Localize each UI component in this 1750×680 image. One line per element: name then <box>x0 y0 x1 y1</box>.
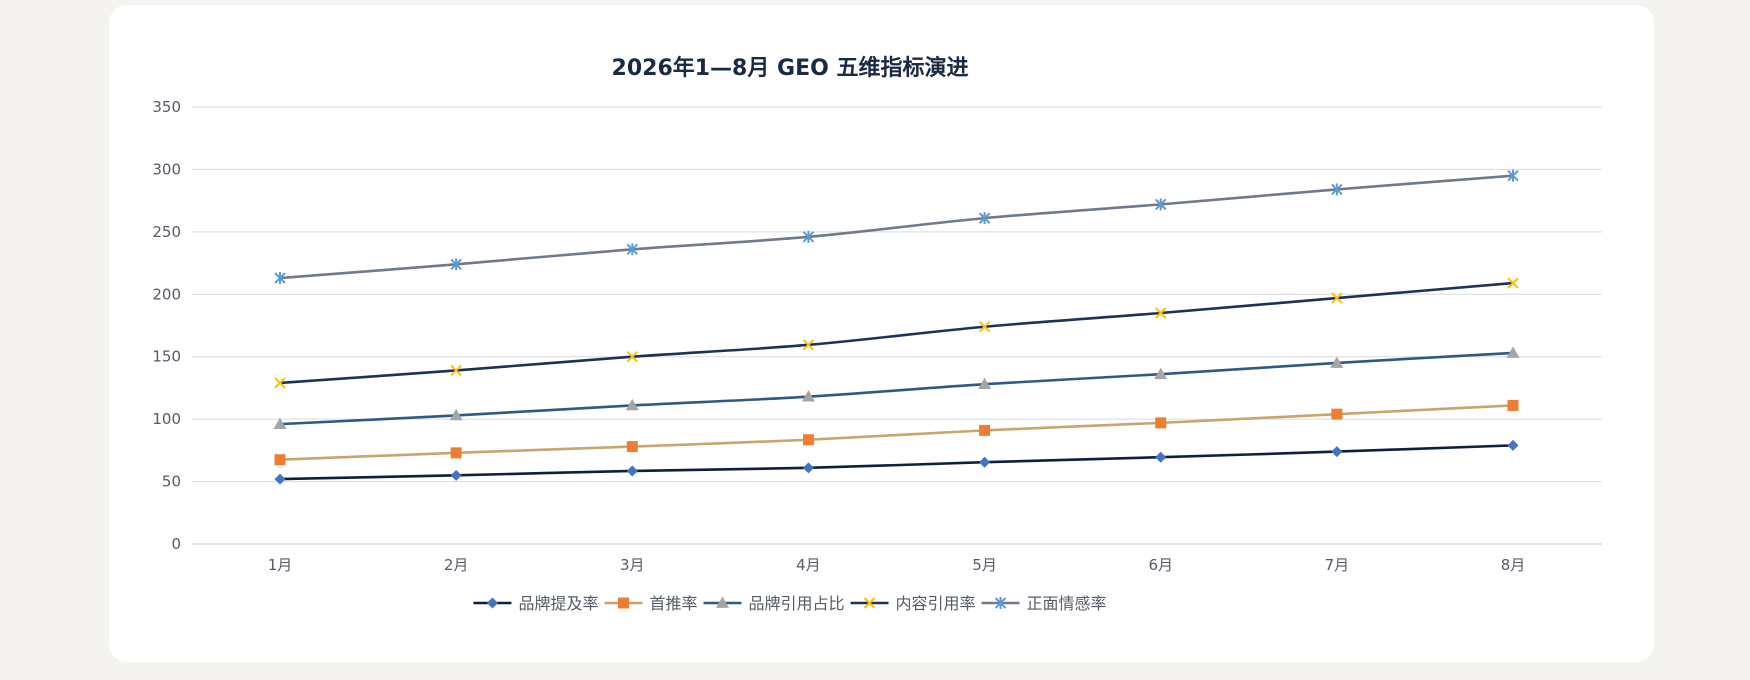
data-point <box>979 424 991 436</box>
legend-item: 品牌引用占比 <box>703 594 845 613</box>
legend-item: 品牌提及率 <box>473 594 598 613</box>
legend-label: 品牌提及率 <box>518 594 598 613</box>
data-point <box>274 454 286 466</box>
data-point <box>1331 292 1343 304</box>
data-point <box>450 364 462 377</box>
data-point <box>626 351 638 363</box>
data-point <box>274 473 286 485</box>
x-tick-label: 2月 <box>444 556 469 574</box>
series-lines <box>273 169 1520 485</box>
series-3 <box>274 277 1519 389</box>
series-line <box>278 281 1515 385</box>
data-point <box>1155 198 1167 211</box>
data-point <box>1155 451 1167 463</box>
grid-lines <box>192 106 1602 545</box>
legend-marker <box>617 597 629 609</box>
series-line <box>278 404 1515 462</box>
data-point <box>1331 408 1343 420</box>
data-point <box>626 465 638 477</box>
data-point <box>802 339 815 351</box>
x-tick-label: 4月 <box>796 556 821 574</box>
y-tick-label: 200 <box>152 285 181 303</box>
x-axis-ticks: 1月 2月 3月 4月 5月 6月 7月 8月 <box>268 556 1526 574</box>
data-point <box>626 441 638 453</box>
y-tick-label: 150 <box>152 348 181 366</box>
data-point <box>1506 346 1520 358</box>
data-point <box>450 258 462 271</box>
data-point <box>449 408 463 421</box>
data-point <box>450 447 462 459</box>
legend-marker <box>994 597 1007 609</box>
chart-title: 2026年1—8月 GEO 五维指标演进 <box>612 55 969 81</box>
data-point <box>626 243 638 256</box>
legend-marker <box>715 596 729 608</box>
series-4 <box>274 169 1519 285</box>
data-point <box>978 321 991 333</box>
x-tick-label: 5月 <box>972 556 997 574</box>
x-tick-label: 8月 <box>1501 556 1526 574</box>
data-point <box>273 417 287 430</box>
data-point <box>450 469 462 481</box>
data-point <box>1154 367 1168 380</box>
data-point <box>1155 417 1167 429</box>
legend-marker <box>863 597 876 609</box>
data-point <box>979 456 991 468</box>
data-point <box>1507 169 1519 182</box>
y-tick-label: 350 <box>152 98 181 116</box>
data-point <box>1507 277 1519 289</box>
y-tick-label: 100 <box>152 410 181 428</box>
data-point <box>1331 446 1343 458</box>
data-point <box>1155 307 1167 319</box>
series-0 <box>274 439 1519 485</box>
series-2 <box>273 346 1520 430</box>
y-tick-label: 0 <box>171 535 181 553</box>
legend-item: 正面情感率 <box>981 594 1107 613</box>
data-point <box>801 390 815 402</box>
legend-item: 首推率 <box>604 594 697 613</box>
y-tick-label: 250 <box>152 223 181 241</box>
x-tick-label: 6月 <box>1148 556 1173 574</box>
x-tick-label: 1月 <box>268 556 293 574</box>
series-1 <box>274 399 1519 466</box>
y-tick-label: 300 <box>152 160 181 178</box>
series-line <box>278 351 1515 426</box>
data-point <box>274 272 286 285</box>
y-tick-label: 50 <box>162 473 181 491</box>
legend-label: 首推率 <box>649 594 697 613</box>
data-point <box>978 212 991 225</box>
legend-label: 内容引用率 <box>896 594 976 613</box>
x-tick-label: 3月 <box>620 556 645 574</box>
data-point <box>274 377 286 389</box>
legend-marker <box>486 597 498 609</box>
data-point <box>802 230 815 243</box>
data-point <box>625 398 639 411</box>
data-point <box>1330 356 1344 368</box>
y-axis-ticks: 0 50 100 150 200 250 300 350 <box>152 98 181 553</box>
data-point <box>802 462 814 474</box>
chart-card <box>109 5 1654 662</box>
x-tick-label: 7月 <box>1325 556 1350 574</box>
legend-label: 正面情感率 <box>1027 594 1107 613</box>
data-point <box>1507 439 1519 451</box>
data-point <box>978 377 992 390</box>
legend: 品牌提及率 首推率 品牌引用占比 内容引用率 正面情感率 <box>473 594 1107 613</box>
series-line <box>278 444 1515 481</box>
series-line <box>278 174 1515 280</box>
data-point <box>1507 399 1519 411</box>
legend-item: 内容引用率 <box>850 594 976 613</box>
data-point <box>1331 183 1343 196</box>
data-point <box>802 434 814 446</box>
legend-label: 品牌引用占比 <box>748 594 844 613</box>
